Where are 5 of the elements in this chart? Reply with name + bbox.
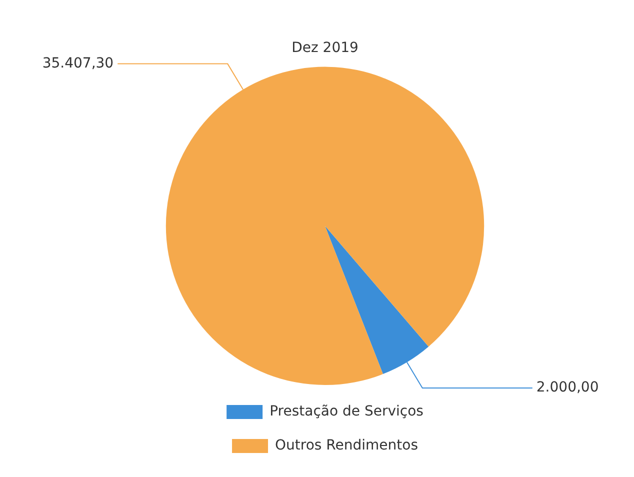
- data-label: 35.407,30: [42, 55, 114, 72]
- chart-title: Dez 2019: [292, 40, 358, 56]
- legend-label: Outros Rendimentos: [275, 438, 418, 454]
- data-label: 2.000,00: [536, 380, 599, 396]
- legend-label: Prestação de Serviços: [270, 404, 424, 420]
